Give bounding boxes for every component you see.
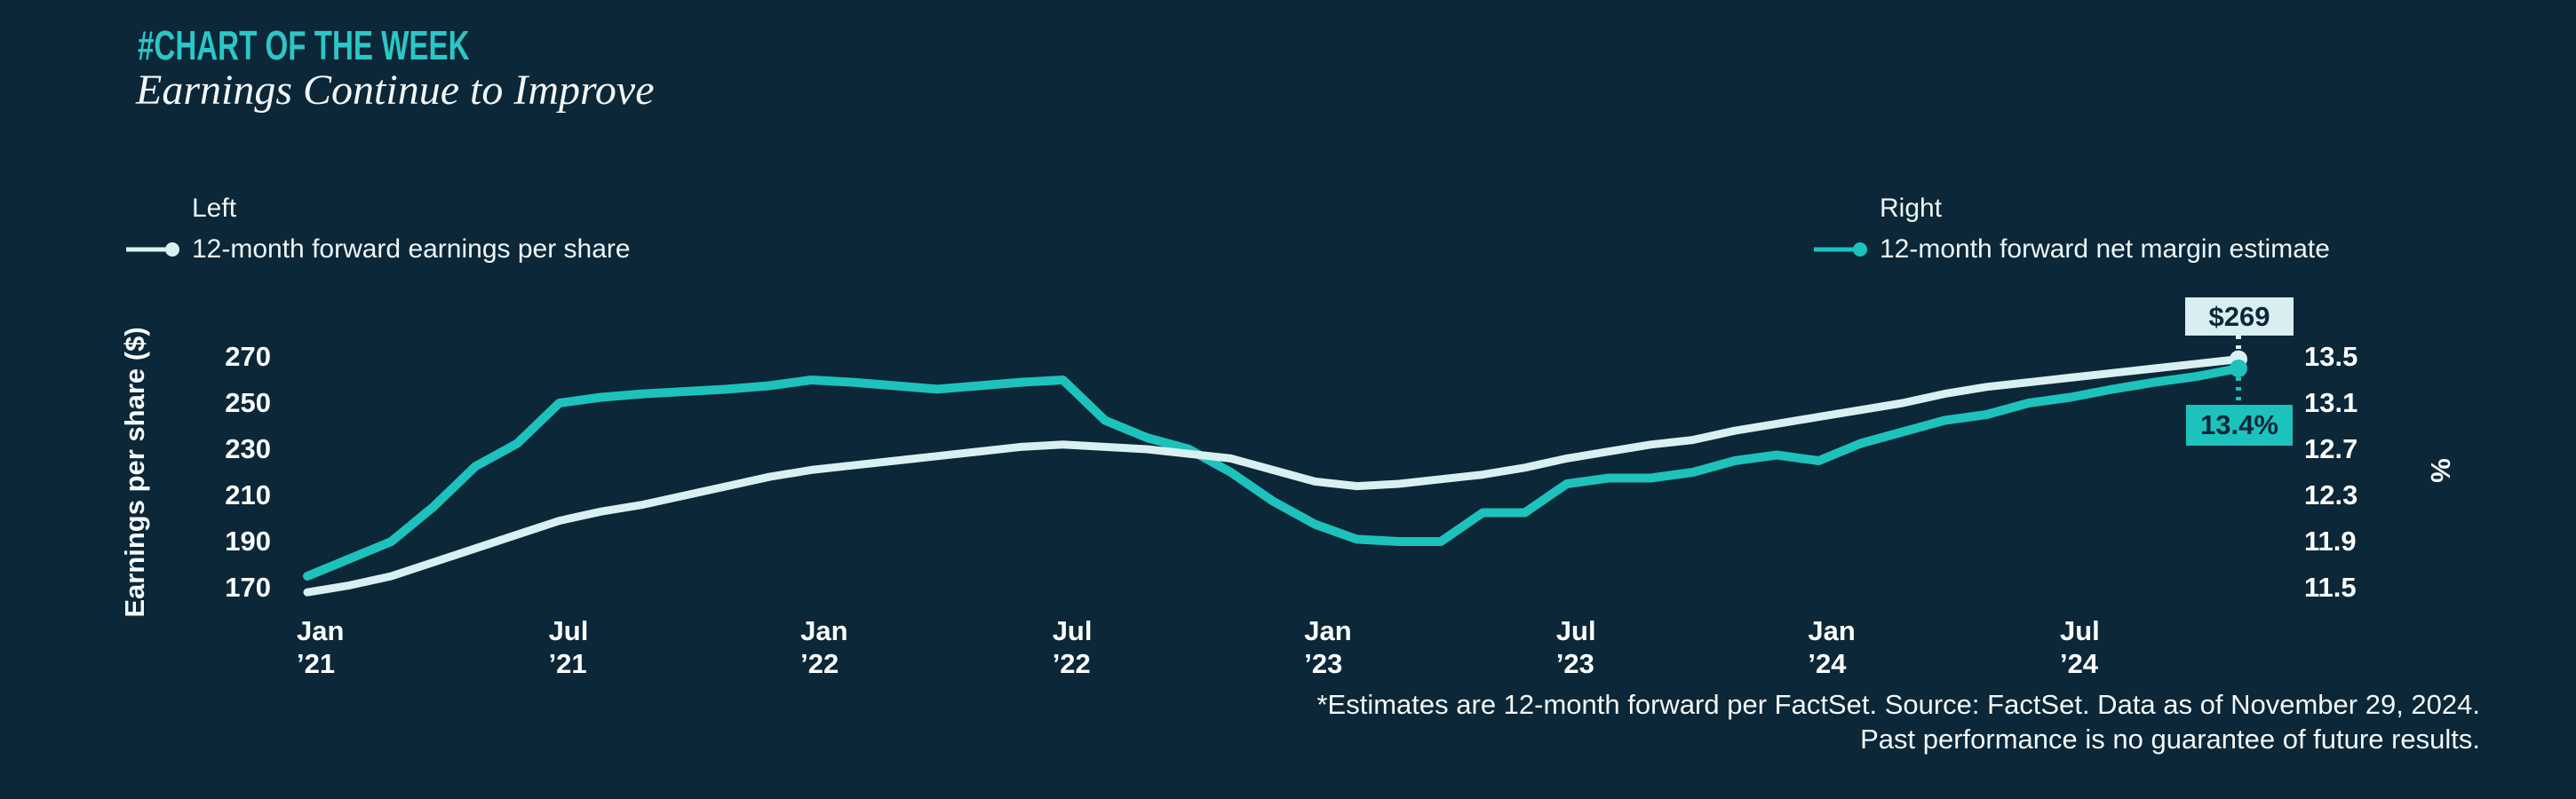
y-tick-label-left: 170 bbox=[225, 572, 271, 603]
footer-line2: Past performance is no guarantee of futu… bbox=[1860, 724, 2480, 755]
legend-left-group: Left 12-month forward earnings per share bbox=[124, 188, 631, 270]
x-tick-label: Jul ’23 bbox=[1555, 615, 1596, 679]
eps-callout: $269 bbox=[2185, 297, 2294, 336]
x-tick-label: Jul ’22 bbox=[1052, 615, 1093, 679]
x-tick-label: Jan ’22 bbox=[800, 615, 848, 679]
margin-line bbox=[303, 364, 2243, 581]
legend-left-axis-label: Left bbox=[192, 194, 237, 223]
margin-end-dot bbox=[2230, 360, 2247, 377]
x-tick-label: Jul ’24 bbox=[2059, 615, 2100, 679]
y-tick-label-left: 190 bbox=[225, 526, 271, 557]
x-tick-label: Jan ’21 bbox=[297, 615, 345, 679]
y-tick-label-left: 250 bbox=[225, 387, 271, 418]
y-tick-label-right: 12.3 bbox=[2304, 479, 2358, 510]
y-tick-label-left: 210 bbox=[225, 479, 271, 510]
kicker: #CHART OF THE WEEK bbox=[138, 22, 470, 68]
y-tick-label-right: 12.7 bbox=[2304, 433, 2358, 464]
eps-legend-marker-icon bbox=[126, 242, 179, 257]
margin-legend-marker-icon bbox=[1814, 242, 1867, 257]
legend-left-series-label: 12-month forward earnings per share bbox=[192, 234, 631, 264]
y-tick-label-left: 270 bbox=[225, 341, 271, 372]
x-tick-label: Jan ’24 bbox=[1808, 615, 1856, 679]
y-tick-label-right: 11.5 bbox=[2304, 572, 2357, 603]
legend-right-axis-label: Right bbox=[1880, 194, 1943, 223]
margin-callout: 13.4% bbox=[2186, 405, 2293, 446]
footer-line1: *Estimates are 12-month forward per Fact… bbox=[1316, 689, 2480, 720]
y-tick-label-left: 230 bbox=[225, 433, 271, 464]
y-tick-label-right: 13.1 bbox=[2304, 387, 2358, 418]
eps-line bbox=[303, 355, 2243, 597]
footer-note: *Estimates are 12-month forward per Fact… bbox=[1316, 687, 2480, 756]
y-tick-label-right: 11.9 bbox=[2304, 526, 2357, 557]
y-tick-label-right: 13.5 bbox=[2304, 341, 2358, 372]
x-tick-label: Jul ’21 bbox=[548, 615, 589, 679]
x-tick-label: Jan ’23 bbox=[1304, 615, 1352, 679]
legend-right-series-label: 12-month forward net margin estimate bbox=[1880, 234, 2330, 264]
chart-title: Earnings Continue to Improve bbox=[136, 67, 655, 114]
legend-right-group: Right 12-month forward net margin estima… bbox=[1812, 188, 2330, 270]
